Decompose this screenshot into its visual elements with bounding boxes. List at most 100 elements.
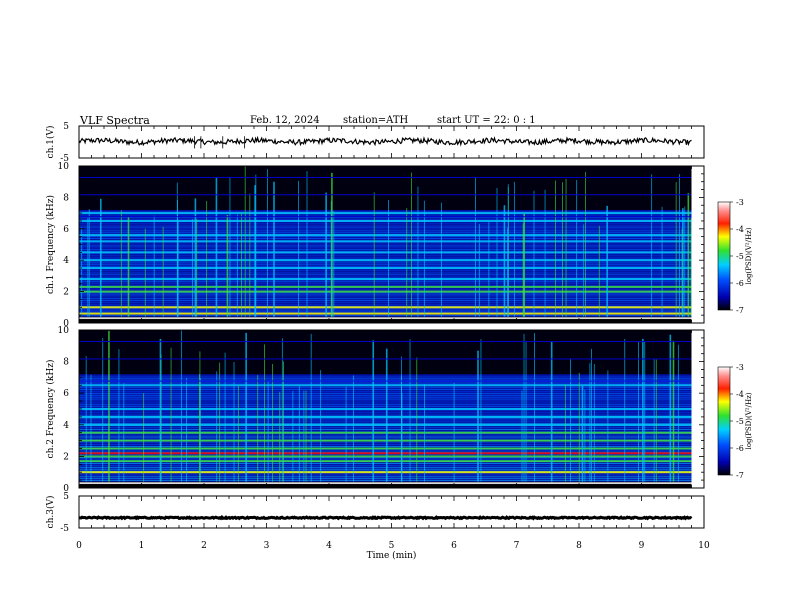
colorbar-tick-label: -3 [736,198,744,207]
noise-row [79,387,692,389]
band-3-5khz [79,267,692,270]
noise-row [79,247,692,249]
x-tick-label: 4 [326,541,332,551]
band-1-7khz [79,460,692,463]
noise-row [79,236,692,238]
colorbar-tick-label: -6 [736,279,744,288]
x-tick-label: 2 [201,541,207,551]
noise-row [79,237,692,239]
date-label: Feb. 12, 2024 [250,115,320,126]
baseline-line [79,319,692,323]
station-label: station=ATH [343,115,409,126]
noise-row [79,434,692,436]
colorbar-tick-label: -5 [736,417,744,426]
noise-row [79,466,692,468]
noise-row [79,300,692,302]
noise-row [79,264,692,266]
band-7khz [79,212,692,215]
noise-row [79,400,692,402]
noise-row [79,262,692,264]
band-0-3khz [79,482,692,485]
band-1khz [79,471,692,474]
noise-row [79,375,692,377]
colorbar-label: log(PSD)(V²/Hz) [745,392,753,449]
y-tick-label: 2 [63,452,69,462]
noise-row [79,381,692,383]
noise-row [79,392,692,394]
noise-row [79,249,692,251]
noise-row [79,226,692,228]
noise-row [79,480,692,482]
noise-row [79,211,692,213]
noise-row [79,305,692,307]
weak-line [79,216,692,218]
x-tick-label: 3 [264,541,270,551]
x-tick-label: 6 [451,541,457,551]
noise-row [79,436,692,438]
ch3-waveform-line [78,514,693,521]
noise-row [79,288,692,290]
noise-row [79,445,692,447]
noise-row [79,468,692,470]
noise-row [79,444,692,446]
noise-row [79,239,692,241]
band-4-5khz [79,415,692,418]
noise-row [79,464,692,466]
y-tick-label: 2 [63,288,69,298]
band-3-5khz [79,431,692,434]
noise-row [79,402,692,404]
weak-line [79,358,692,360]
colorbar-tick-label: -4 [736,225,744,234]
band-4khz [79,259,692,262]
y-tick-label: 6 [63,225,69,235]
noise-row [79,428,692,430]
noise-row [79,459,692,461]
y-tick-label: 6 [63,389,69,399]
band-2-3khz [79,285,692,288]
y-axis-label: ch.2 Frequency (kHz) [45,360,56,459]
noise-row [79,232,692,234]
y-tick-label: -5 [60,154,69,164]
y-tick-label: 5 [63,492,69,502]
y-tick-label: 4 [63,256,69,266]
noise-row [79,303,692,305]
x-tick-label: 9 [639,541,645,551]
noise-row [79,379,692,381]
noise-row [79,383,692,385]
noise-row [79,252,692,254]
colorbar-tick-label: -7 [736,471,744,480]
noise-row [79,377,692,379]
band-5-6khz [79,234,692,237]
band-1khz [79,306,692,309]
y-tick-label: 8 [63,193,69,203]
noise-row [79,421,692,423]
noise-row [79,215,692,217]
noise-row [79,390,692,392]
colorbar [717,366,731,476]
x-axis-label: Time (min) [367,550,417,561]
band-4-5khz [79,251,692,254]
band-6-5khz [79,384,692,387]
noise-row [79,470,692,472]
noise-row [79,309,692,311]
start-ut-label: start UT = 22: 0 : 1 [437,115,536,126]
noise-row [79,398,692,400]
y-axis-label: ch.1 Frequency (kHz) [45,195,56,294]
noise-row [79,271,692,273]
noise-row [79,219,692,221]
y-axis-label: ch.1(V) [45,126,56,159]
band-6-5khz [79,219,692,222]
noise-row [79,275,692,277]
x-tick-label: 5 [389,541,395,551]
weak-line [79,194,692,196]
band-4khz [79,423,692,426]
colorbar-tick-label: -6 [736,444,744,453]
noise-row [79,442,692,444]
band-2khz [79,455,692,458]
band-2khz [79,290,692,293]
noise-row [79,417,692,419]
band-0-3khz [79,317,692,320]
noise-row [79,311,692,313]
noise-row [79,478,692,480]
